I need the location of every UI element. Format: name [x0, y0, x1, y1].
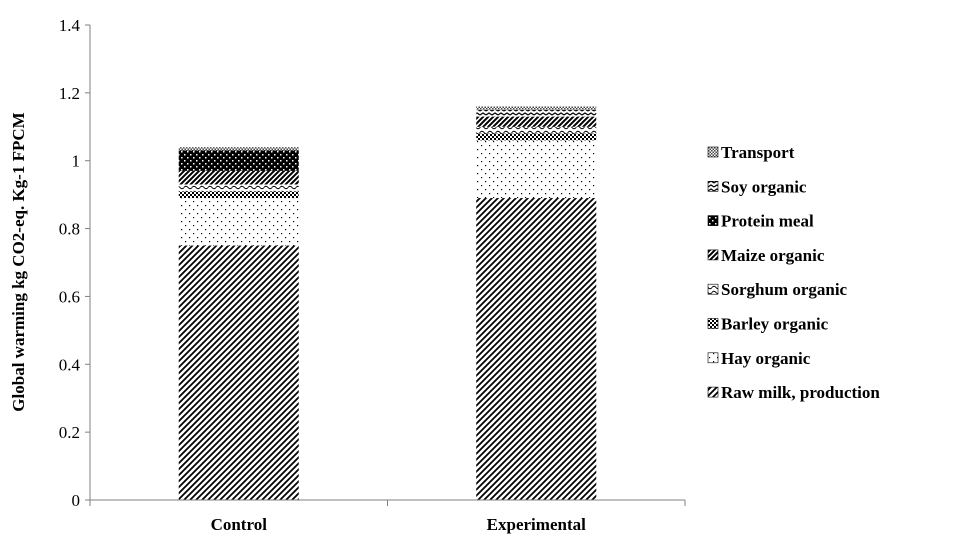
y-tick-label: 0.4: [59, 355, 81, 374]
legend-label: Maize organic: [721, 246, 825, 265]
legend-swatch: [707, 181, 719, 192]
legend-item-sorghum-organic: Sorghum organic: [707, 280, 848, 299]
bar-segment-transport-control: [178, 147, 299, 151]
bar-segment-raw-milk-production-experimental: [476, 198, 597, 501]
bar-segment-soy-organic-experimental: [476, 109, 597, 117]
bar-segment-hay-organic-experimental: [476, 140, 597, 199]
legend-swatch: [707, 249, 719, 261]
bar-segment-maize-organic-control: [178, 170, 299, 185]
legend-item-raw-milk-production: Raw milk, production: [707, 383, 880, 402]
y-tick-label: 0.8: [59, 220, 80, 239]
legend-swatch: [707, 146, 719, 158]
legend-label: Barley organic: [721, 315, 829, 334]
bar-segment-protein-meal-control: [178, 150, 299, 171]
legend-swatch: [707, 318, 719, 329]
bar-stack-experimental: [476, 106, 597, 501]
bar-segment-hay-organic-control: [178, 198, 299, 246]
legend-item-barley-organic: Barley organic: [707, 315, 829, 334]
bar-segment-sorghum-organic-experimental: [476, 126, 597, 134]
bar-segment-maize-organic-experimental: [476, 116, 597, 127]
bar-segment-barley-organic-experimental: [476, 133, 597, 141]
x-category-label: Experimental: [487, 515, 586, 534]
legend: Transport Soy organic Protein meal Maize or…: [707, 143, 880, 402]
y-tick-label: 1: [72, 152, 81, 171]
legend-swatch: [707, 352, 719, 364]
y-axis-title: Global warming kg CO2-eq. Kg-1 FPCM: [9, 112, 28, 411]
legend-label: Protein meal: [721, 212, 814, 231]
y-tick-label: 1.4: [59, 16, 81, 35]
y-tick-label: 0: [72, 491, 81, 510]
bar-segment-sorghum-organic-control: [178, 184, 299, 192]
legend-label: Soy organic: [721, 177, 807, 196]
legend-swatch: [707, 283, 719, 295]
legend-label: Sorghum organic: [721, 280, 848, 299]
legend-label: Hay organic: [721, 349, 811, 368]
x-category-label: Control: [211, 515, 268, 534]
y-tick-label: 0.2: [59, 423, 80, 442]
bar-segment-transport-experimental: [476, 106, 597, 110]
legend-swatch: [707, 215, 719, 226]
legend-item-soy-organic: Soy organic: [707, 177, 807, 196]
x-axis: Control Experimental: [89, 499, 686, 534]
legend-item-hay-organic: Hay organic: [707, 349, 811, 368]
bars-group: [178, 106, 597, 501]
y-tick-label: 0.6: [59, 287, 80, 306]
legend-item-transport: Transport: [707, 143, 795, 162]
bar-stack-control: [178, 147, 299, 500]
legend-item-protein-meal: Protein meal: [707, 212, 814, 231]
legend-swatch: [707, 386, 719, 398]
legend-label: Raw milk, production: [721, 383, 880, 402]
bar-segment-barley-organic-control: [178, 191, 299, 199]
y-axis-ticks: 0 0.2 0.4 0.6 0.8 1 1.2 1.4: [59, 16, 91, 510]
bar-segment-raw-milk-production-control: [178, 245, 299, 500]
legend-label: Transport: [721, 143, 795, 162]
legend-item-maize-organic: Maize organic: [707, 246, 825, 265]
y-tick-label: 1.2: [59, 84, 80, 103]
